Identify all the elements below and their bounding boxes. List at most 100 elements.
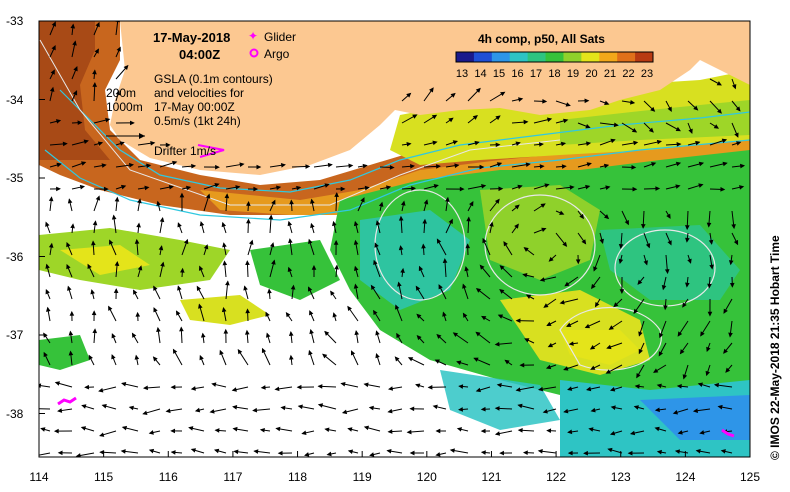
velocity-arrowhead	[398, 245, 404, 251]
colorbar-tick-label: 18	[548, 68, 561, 80]
velocity-arrowhead	[637, 279, 643, 285]
velocity-arrowhead	[84, 384, 90, 390]
x-tick-label: 117	[223, 470, 243, 484]
velocity-arrowhead	[347, 305, 352, 312]
velocity-arrowhead	[121, 381, 127, 387]
velocity-arrowhead	[466, 216, 471, 222]
velocity-arrowhead	[699, 430, 705, 435]
velocity-arrowhead	[222, 242, 227, 248]
velocity-arrowhead	[495, 115, 501, 121]
velocity-arrowhead	[586, 141, 592, 146]
velocity-arrowhead	[246, 201, 251, 206]
velocity-arrowhead	[585, 184, 591, 190]
velocity-arrowhead	[584, 98, 590, 104]
velocity-arrowhead	[378, 201, 384, 207]
velocity-arrowhead	[92, 69, 97, 75]
velocity-arrowhead	[137, 198, 142, 204]
velocity-arrowhead	[95, 21, 100, 28]
velocity-arrowhead	[290, 284, 296, 290]
velocity-arrowhead	[609, 387, 616, 392]
velocity-arrowhead	[648, 127, 654, 133]
colorbar-swatch	[491, 52, 511, 62]
velocity-arrowhead	[605, 369, 611, 374]
velocity-arrowhead	[196, 285, 202, 291]
velocity-arrowhead	[148, 430, 154, 435]
glider-track	[721, 428, 735, 438]
velocity-arrowhead	[67, 285, 72, 291]
velocity-arrowhead	[108, 305, 113, 311]
velocity-arrowhead	[45, 263, 50, 269]
velocity-arrowhead	[397, 281, 402, 287]
velocity-arrowhead	[409, 450, 415, 456]
velocity-arrowhead	[66, 241, 71, 248]
velocity-arrowhead	[734, 132, 739, 138]
velocity-arrowhead	[274, 386, 280, 392]
drifter-label: Drifter 1m/s	[154, 144, 217, 158]
note-line-3: 17-May 00:00Z	[154, 100, 235, 114]
velocity-arrowhead	[114, 196, 120, 202]
velocity-arrowhead	[280, 162, 286, 168]
velocity-arrowhead	[68, 350, 74, 356]
velocity-arrowhead	[57, 450, 63, 456]
velocity-arrowhead	[514, 223, 519, 229]
velocity-arrowhead	[663, 305, 668, 311]
velocity-arrowhead	[664, 269, 670, 275]
velocity-arrowhead	[347, 449, 354, 454]
velocity-arrowhead	[104, 186, 109, 192]
credit-line: © IMOS 22-May-2018 21:35 Hobart Time	[768, 235, 782, 460]
velocity-arrowhead	[613, 302, 619, 308]
velocity-arrowhead	[165, 142, 171, 148]
velocity-arrowhead	[515, 141, 521, 147]
velocity-arrowhead	[633, 308, 639, 315]
velocity-arrowhead	[427, 385, 433, 390]
velocity-arrowhead	[481, 184, 487, 189]
velocity-arrowhead	[231, 387, 237, 392]
velocity-arrowhead	[153, 307, 158, 313]
colorbar-swatch	[563, 52, 582, 62]
velocity-arrowhead	[135, 311, 141, 317]
note-line-4: 0.5m/s (1kt 24h)	[154, 114, 241, 128]
velocity-arrowhead	[77, 120, 83, 126]
velocity-arrowhead	[375, 352, 380, 359]
velocity-arrowhead	[324, 427, 330, 433]
velocity-arrowhead	[522, 450, 528, 456]
velocity-arrowhead	[415, 383, 421, 388]
velocity-arrowhead	[722, 161, 728, 167]
velocity-arrowhead	[249, 239, 254, 245]
velocity-arrowhead	[156, 326, 161, 332]
velocity-arrowhead	[94, 48, 99, 54]
velocity-arrowhead	[682, 374, 688, 380]
velocity-arrowhead	[672, 410, 679, 415]
velocity-arrowhead	[429, 87, 434, 93]
velocity-arrowhead	[324, 330, 330, 336]
velocity-arrowhead	[311, 264, 317, 270]
velocity-arrowhead	[51, 44, 56, 51]
velocity-arrowhead	[101, 163, 107, 168]
velocity-arrowhead	[205, 193, 211, 199]
velocity-arrowhead	[237, 348, 243, 355]
velocity-arrowhead	[259, 427, 265, 433]
velocity-arrowhead	[608, 325, 614, 330]
velocity-arrowhead	[495, 142, 501, 148]
velocity-arrowhead	[87, 263, 92, 270]
velocity-arrowhead	[40, 427, 46, 432]
velocity-arrowhead	[386, 185, 392, 190]
velocity-arrowhead	[275, 426, 281, 432]
velocity-arrowhead	[588, 427, 594, 432]
velocity-arrowhead	[97, 141, 104, 146]
note-line-2: and velocities for	[154, 86, 245, 100]
velocity-arrowhead	[168, 184, 174, 190]
velocity-arrowhead	[296, 185, 302, 191]
velocity-arrowhead	[568, 341, 574, 346]
x-tick-label: 120	[416, 470, 437, 484]
velocity-arrowhead	[459, 186, 465, 192]
velocity-arrowhead	[271, 199, 276, 205]
velocity-arrowhead	[707, 283, 712, 289]
velocity-arrowhead	[67, 198, 73, 204]
x-tick-label: 121	[481, 470, 502, 484]
velocity-arrowhead	[499, 450, 504, 456]
velocity-arrowhead	[363, 425, 370, 431]
velocity-arrowhead	[656, 139, 663, 145]
velocity-arrowhead	[654, 426, 660, 432]
velocity-arrowhead	[685, 282, 690, 288]
